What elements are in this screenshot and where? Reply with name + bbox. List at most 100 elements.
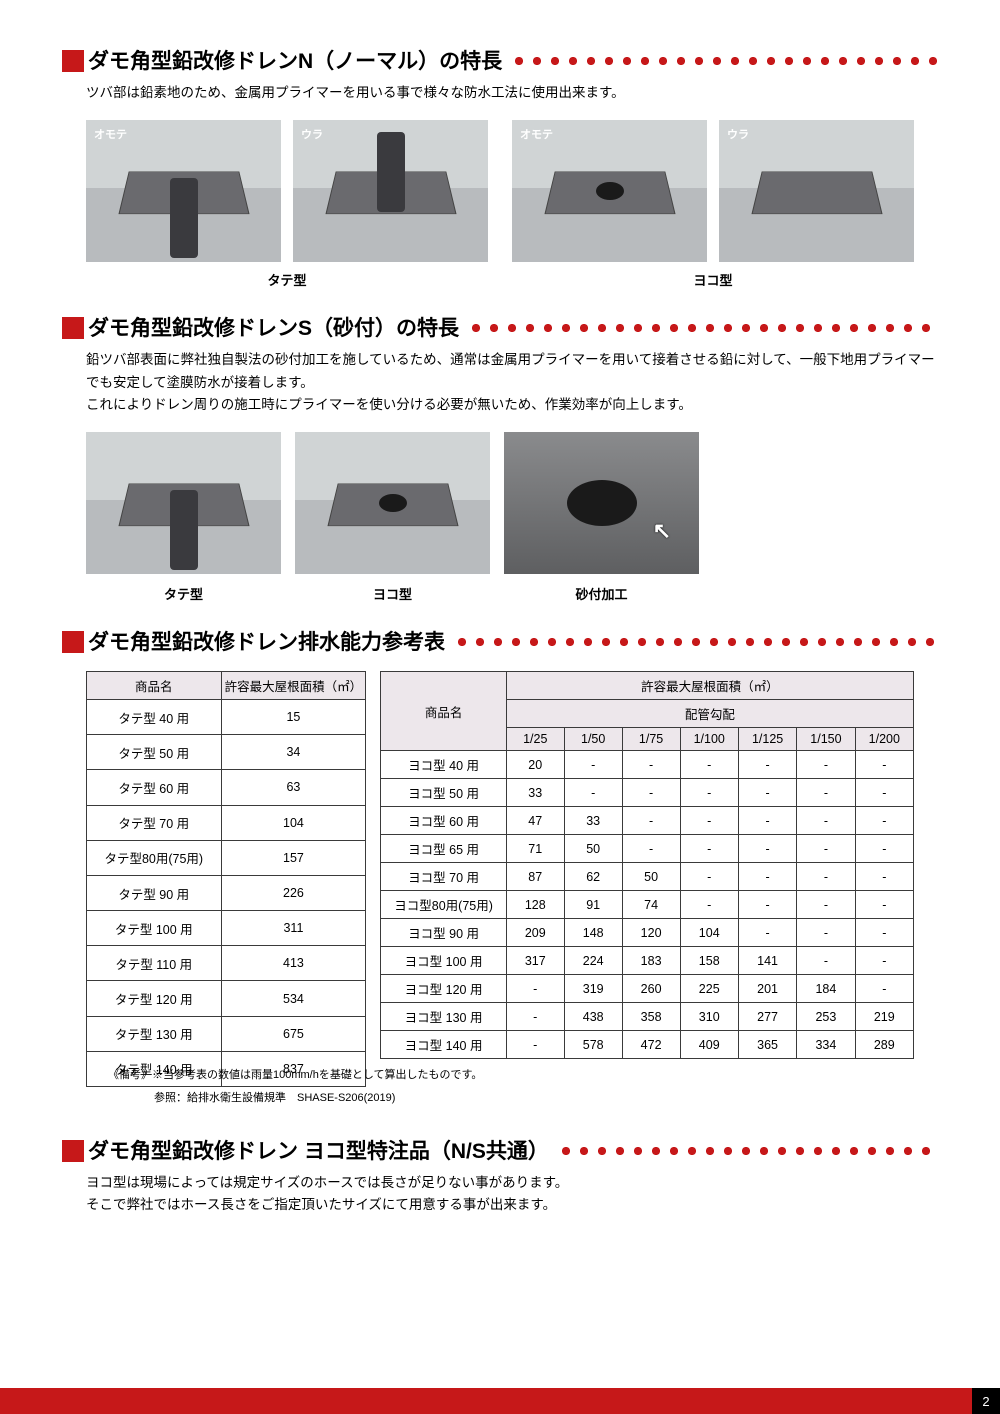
- product-photo: [86, 432, 281, 574]
- cell-value: 50: [622, 863, 680, 891]
- cell-value: -: [506, 1031, 564, 1059]
- cell-name: タテ型 60 用: [87, 770, 222, 805]
- cell-value: 409: [680, 1031, 738, 1059]
- section-heading: ダモ角型鉛改修ドレン排水能力参考表: [62, 631, 938, 653]
- image-caption: タテ型: [267, 270, 306, 289]
- cell-name: ヨコ型 140 用: [381, 1031, 506, 1059]
- table-row: ヨコ型 70 用876250----: [381, 863, 914, 891]
- cell-value: 62: [564, 863, 622, 891]
- cell-value: 74: [622, 891, 680, 919]
- cell-name: タテ型 70 用: [87, 805, 222, 840]
- table-yoko: 商品名 許容最大屋根面積（㎡） 配管勾配 1/251/501/751/1001/…: [380, 671, 914, 1059]
- table-row: タテ型 120 用534: [87, 981, 366, 1016]
- cell-value: 319: [564, 975, 622, 1003]
- image-caption: 砂付加工: [504, 584, 699, 603]
- cell-name: タテ型 120 用: [87, 981, 222, 1016]
- section-body: ヨコ型は現場によっては規定サイズのホースでは長さが足りない事があります。 そこで…: [86, 1172, 938, 1217]
- cell-name: タテ型 90 用: [87, 875, 222, 910]
- photo-tag: ウラ: [727, 126, 749, 142]
- cell-value: 158: [680, 947, 738, 975]
- table-row: タテ型 50 用34: [87, 735, 366, 770]
- cell-value: -: [797, 807, 855, 835]
- cell-value: 311: [221, 911, 366, 946]
- cell-value: 260: [622, 975, 680, 1003]
- table-row: タテ型 110 用413: [87, 946, 366, 981]
- th-slope-value: 1/200: [855, 728, 913, 751]
- cell-value: -: [680, 751, 738, 779]
- cell-value: 317: [506, 947, 564, 975]
- cell-value: -: [797, 891, 855, 919]
- body-line: ヨコ型は現場によっては規定サイズのホースでは長さが足りない事があります。: [86, 1175, 568, 1190]
- table-row: ヨコ型 90 用209148120104---: [381, 919, 914, 947]
- cell-value: 157: [221, 840, 366, 875]
- table-row: ヨコ型 120 用-319260225201184-: [381, 975, 914, 1003]
- photo-tag: ウラ: [301, 126, 323, 142]
- table-row: ヨコ型 130 用-438358310277253219: [381, 1003, 914, 1031]
- cell-value: 91: [564, 891, 622, 919]
- footer-red-bar: [0, 1388, 972, 1414]
- cell-value: 209: [506, 919, 564, 947]
- cell-name: ヨコ型 70 用: [381, 863, 506, 891]
- cell-value: 34: [221, 735, 366, 770]
- heading-dots: [453, 637, 938, 647]
- cell-value: 47: [506, 807, 564, 835]
- section-title: ダモ角型鉛改修ドレン排水能力参考表: [88, 632, 445, 653]
- cell-value: -: [855, 863, 913, 891]
- body-line: これによりドレン周りの施工時にプライマーを使い分ける必要が無いため、作業効率が向…: [86, 397, 692, 412]
- cell-value: -: [855, 975, 913, 1003]
- table-row: ヨコ型 50 用33------: [381, 779, 914, 807]
- cell-name: ヨコ型 40 用: [381, 751, 506, 779]
- image-caption: タテ型: [86, 584, 281, 603]
- cell-value: 15: [221, 700, 366, 735]
- heading-bullet: [62, 1140, 84, 1162]
- table-row: ヨコ型 65 用7150-----: [381, 835, 914, 863]
- cell-value: 334: [797, 1031, 855, 1059]
- cell-value: -: [855, 891, 913, 919]
- heading-bullet: [62, 50, 84, 72]
- page-number: 2: [972, 1388, 1000, 1414]
- cell-value: 472: [622, 1031, 680, 1059]
- cell-value: 358: [622, 1003, 680, 1031]
- cell-value: -: [797, 751, 855, 779]
- table-note: 《備考》※当参考表の数値は雨量100mm/hを基礎として算出したものです。: [108, 1067, 914, 1084]
- cell-value: -: [855, 779, 913, 807]
- table-row: ヨコ型 60 用4733-----: [381, 807, 914, 835]
- cell-value: 201: [738, 975, 796, 1003]
- cell-name: ヨコ型 50 用: [381, 779, 506, 807]
- cell-value: -: [680, 835, 738, 863]
- heading-dots: [557, 1146, 938, 1156]
- product-photo: ウラ: [719, 120, 914, 262]
- image-row: オモテ ウラ タテ型 オモテ ウラ: [86, 120, 914, 289]
- table-row: タテ型 90 用226: [87, 875, 366, 910]
- product-photo: ↖: [504, 432, 699, 574]
- table-row: タテ型 60 用63: [87, 770, 366, 805]
- cell-value: 413: [221, 946, 366, 981]
- cell-value: 20: [506, 751, 564, 779]
- table-row: ヨコ型 40 用20------: [381, 751, 914, 779]
- th-slope: 配管勾配: [506, 700, 913, 728]
- cell-value: -: [622, 751, 680, 779]
- th-slope-value: 1/100: [680, 728, 738, 751]
- cell-value: 277: [738, 1003, 796, 1031]
- heading-dots: [510, 56, 938, 66]
- th-name: 商品名: [381, 672, 506, 751]
- section-drainage-table: ダモ角型鉛改修ドレン排水能力参考表 商品名 許容最大屋根面積（㎡） タテ型 40…: [62, 631, 938, 1106]
- cell-value: 578: [564, 1031, 622, 1059]
- cell-name: タテ型 130 用: [87, 1016, 222, 1051]
- cell-name: ヨコ型 130 用: [381, 1003, 506, 1031]
- cell-value: -: [564, 751, 622, 779]
- cell-value: 289: [855, 1031, 913, 1059]
- cell-value: 50: [564, 835, 622, 863]
- cell-value: -: [680, 779, 738, 807]
- cell-value: 148: [564, 919, 622, 947]
- cell-name: タテ型 110 用: [87, 946, 222, 981]
- th-slope-value: 1/50: [564, 728, 622, 751]
- table-row: ヨコ型 140 用-578472409365334289: [381, 1031, 914, 1059]
- cell-value: -: [797, 919, 855, 947]
- body-line: 鉛ツバ部表面に弊社独自製法の砂付加工を施しているため、通常は金属用プライマーを用…: [86, 352, 935, 389]
- cell-value: 219: [855, 1003, 913, 1031]
- cell-value: -: [622, 835, 680, 863]
- section-title: ダモ角型鉛改修ドレンN（ノーマル）の特長: [88, 51, 502, 72]
- section-heading: ダモ角型鉛改修ドレンN（ノーマル）の特長: [62, 50, 938, 72]
- cell-value: 534: [221, 981, 366, 1016]
